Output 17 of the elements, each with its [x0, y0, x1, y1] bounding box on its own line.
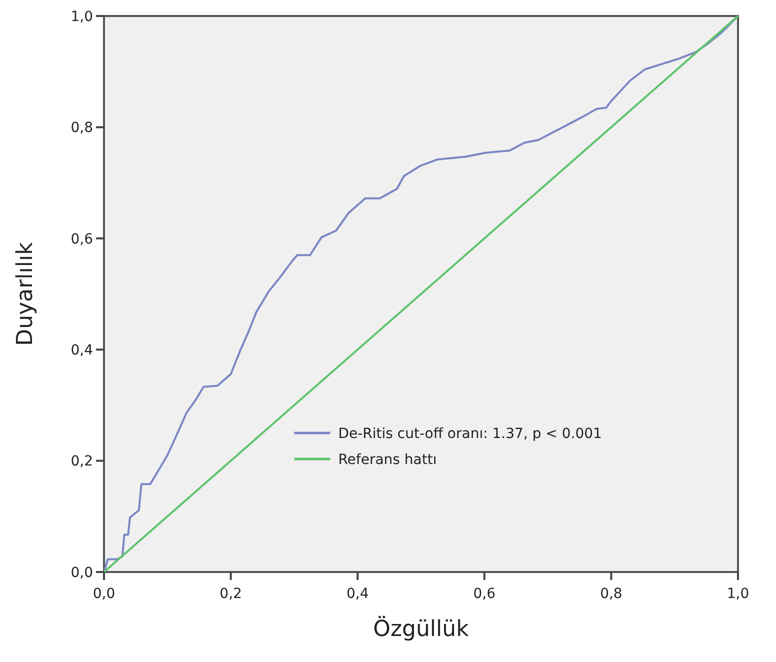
x-axis-title: Özgüllük	[373, 615, 470, 642]
y-tick-label: 0,0	[70, 564, 93, 581]
x-tick-label: 0,4	[346, 586, 369, 602]
y-tick-label: 0,6	[70, 231, 94, 248]
line-series	[103, 15, 739, 573]
x-tick-label: 0,8	[600, 586, 622, 602]
x-tick-label: 0,6	[473, 586, 496, 602]
x-tick-label: 1,0	[726, 586, 750, 602]
y-tick-label: 0,2	[70, 454, 93, 470]
legend-label: Referans hattı	[338, 452, 437, 468]
y-tick-label: 0,4	[70, 342, 94, 358]
y-axis-title: Duyarlılık	[13, 242, 38, 346]
x-tick-label: 0,2	[220, 586, 242, 602]
y-tick-label: 1,0	[70, 8, 93, 25]
x-tick-label: 0,0	[92, 586, 116, 602]
y-tick-label: 0,8	[70, 120, 93, 136]
legend-label: De-Ritis cut-off oranı: 1.37, p < 0.001	[338, 426, 602, 442]
